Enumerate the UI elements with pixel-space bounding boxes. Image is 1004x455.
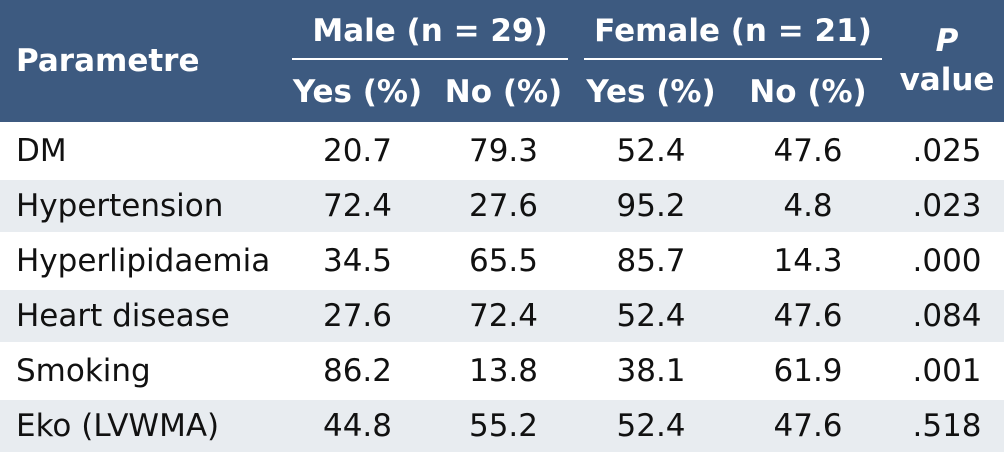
male-no-cell: 55.2 xyxy=(431,398,577,455)
p-value-cell: .001 xyxy=(890,343,1004,400)
male-yes-cell: 86.2 xyxy=(284,343,431,400)
male-yes-cell: 20.7 xyxy=(284,122,431,180)
row-label: Smoking xyxy=(0,343,284,400)
male-group-underline xyxy=(292,58,569,60)
table-row: DM 20.7 79.3 52.4 47.6 .025 xyxy=(0,122,1004,180)
table-row: Eko (LVWMA) 44.8 55.2 52.4 47.6 .518 xyxy=(0,398,1004,455)
male-no-cell: 72.4 xyxy=(431,288,577,345)
row-label: Heart disease xyxy=(0,288,284,345)
male-no-cell: 13.8 xyxy=(431,343,577,400)
header-row-subcolumns: Yes (%) No (%) Yes (%) No (%) xyxy=(0,62,1004,124)
row-label: Eko (LVWMA) xyxy=(0,398,284,455)
row-label: DM xyxy=(0,122,284,180)
female-no-cell: 4.8 xyxy=(726,178,891,235)
table-row: Smoking 86.2 13.8 38.1 61.9 .001 xyxy=(0,343,1004,400)
male-no-cell: 27.6 xyxy=(431,178,577,235)
male-group-header: Male (n = 29) xyxy=(284,0,577,62)
table-body: DM 20.7 79.3 52.4 47.6 .025 Hypertension… xyxy=(0,122,1004,455)
table-row: Hyperlipidaemia 34.5 65.5 85.7 14.3 .000 xyxy=(0,233,1004,290)
male-yes-header: Yes (%) xyxy=(284,62,431,124)
p-value-cell: .084 xyxy=(890,288,1004,345)
female-yes-header: Yes (%) xyxy=(576,62,727,124)
value-label: value xyxy=(899,62,995,98)
female-yes-cell: 52.4 xyxy=(576,288,727,345)
male-yes-cell: 44.8 xyxy=(284,398,431,455)
female-yes-cell: 52.4 xyxy=(576,398,727,455)
row-label: Hyperlipidaemia xyxy=(0,233,284,290)
female-no-header: No (%) xyxy=(726,62,891,124)
p-value-cell: .518 xyxy=(890,398,1004,455)
female-no-cell: 47.6 xyxy=(726,288,891,345)
row-label: Hypertension xyxy=(0,178,284,235)
p-value-cell: .000 xyxy=(890,233,1004,290)
female-yes-cell: 95.2 xyxy=(576,178,727,235)
table-header: Parametre Male (n = 29) Female (n = 21) … xyxy=(0,0,1004,124)
female-no-cell: 61.9 xyxy=(726,343,891,400)
female-no-cell: 47.6 xyxy=(726,398,891,455)
female-group-underline xyxy=(584,58,883,60)
p-label: P xyxy=(935,23,959,60)
male-no-header: No (%) xyxy=(431,62,577,124)
p-value-cell: .025 xyxy=(890,122,1004,180)
female-yes-cell: 52.4 xyxy=(576,122,727,180)
table-row: Heart disease 27.6 72.4 52.4 47.6 .084 xyxy=(0,288,1004,345)
female-group-label: Female (n = 21) xyxy=(594,13,872,49)
parametre-header: Parametre xyxy=(0,0,284,124)
table-row: Hypertension 72.4 27.6 95.2 4.8 .023 xyxy=(0,178,1004,235)
p-value-cell: .023 xyxy=(890,178,1004,235)
female-yes-cell: 38.1 xyxy=(576,343,727,400)
female-yes-cell: 85.7 xyxy=(576,233,727,290)
male-group-label: Male (n = 29) xyxy=(312,13,548,49)
female-no-cell: 47.6 xyxy=(726,122,891,180)
p-value-header: P value xyxy=(890,0,1004,124)
male-no-cell: 79.3 xyxy=(431,122,577,180)
male-no-cell: 65.5 xyxy=(431,233,577,290)
header-row-groups: Parametre Male (n = 29) Female (n = 21) … xyxy=(0,0,1004,124)
male-yes-cell: 34.5 xyxy=(284,233,431,290)
male-yes-cell: 72.4 xyxy=(284,178,431,235)
female-no-cell: 14.3 xyxy=(726,233,891,290)
male-yes-cell: 27.6 xyxy=(284,288,431,345)
female-group-header: Female (n = 21) xyxy=(576,0,891,62)
